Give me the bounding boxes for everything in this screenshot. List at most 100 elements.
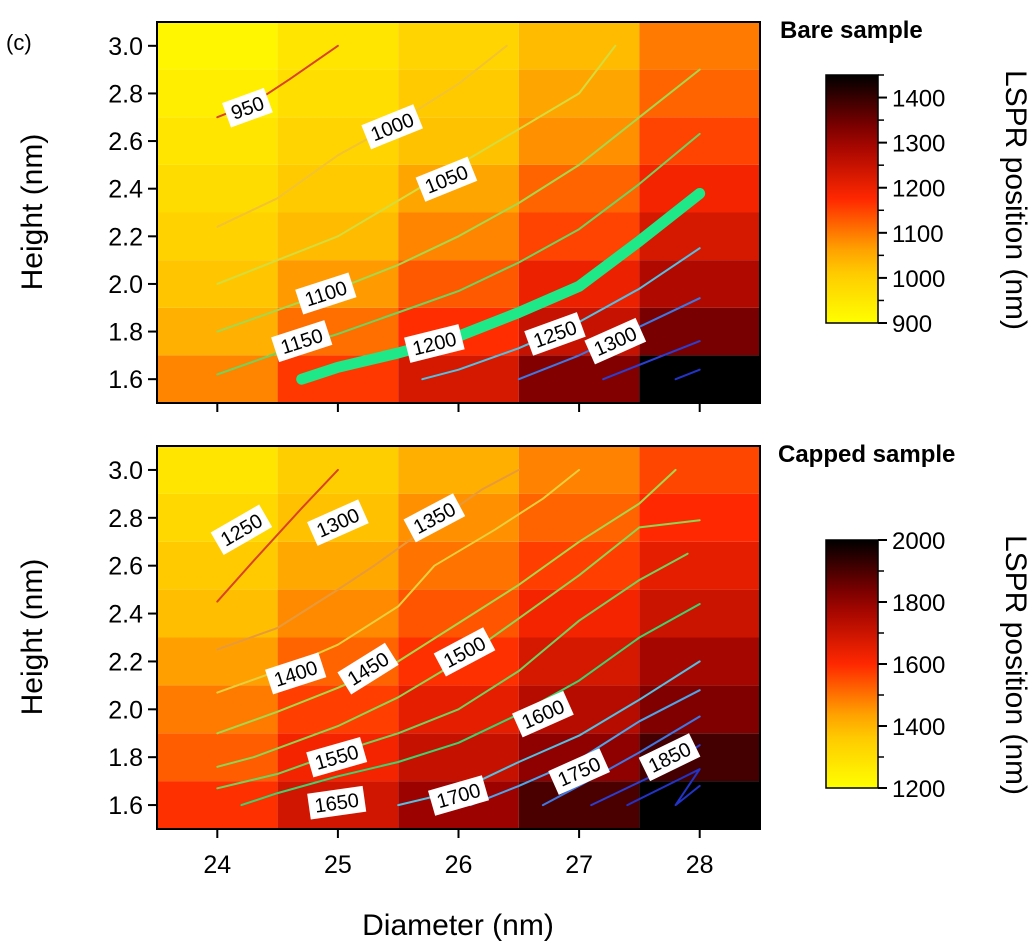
x-tick-label: 25 <box>324 851 352 879</box>
heatmap-cell <box>518 541 640 590</box>
contour-line <box>216 68 701 333</box>
contour-label: 1650 <box>307 785 367 820</box>
colorbar: 900 1000 1100 1200 1300 1400 <box>825 74 945 338</box>
heatmap-cell <box>639 117 760 165</box>
heatmap-cell <box>639 212 760 261</box>
contour-label-box <box>415 156 478 202</box>
colorbar-tick-label: 900 <box>892 311 932 338</box>
y-tick-label: 2.8 <box>108 505 143 533</box>
colorbar-tick-label: 2000 <box>892 528 945 555</box>
contour-label-box <box>271 320 333 363</box>
contour-label-box <box>512 690 574 738</box>
heatmap-cell <box>518 589 640 638</box>
heatmap-cell <box>639 307 760 356</box>
contour-label-box <box>222 87 273 128</box>
heatmap-cell <box>277 541 399 590</box>
heatmap-cell <box>639 685 760 734</box>
heatmap-cell <box>639 781 760 829</box>
heatmap-cell <box>398 733 519 782</box>
heatmap-cell <box>157 117 278 165</box>
contour-label: 1550 <box>306 736 368 778</box>
heatmap-cell <box>157 589 278 638</box>
heatmap-cell <box>639 541 760 590</box>
heatmap-cell <box>518 117 640 165</box>
heatmap-cell <box>277 164 399 213</box>
x-axis-title: Diameter (nm) <box>362 909 554 942</box>
y-tick-label: 2.2 <box>108 648 143 676</box>
contour-label-box <box>638 733 701 782</box>
panel-title: Capped sample <box>778 441 955 468</box>
contour-line <box>216 468 339 603</box>
contour-label: 1850 <box>638 733 701 782</box>
contour-label-box <box>306 736 368 778</box>
y-tick-label: 1.6 <box>108 366 143 394</box>
y-tick-label: 2.4 <box>108 601 143 629</box>
colorbar-tick-label: 1200 <box>892 176 945 203</box>
colorbar-title: LSPR position (nm) <box>999 535 1029 795</box>
heatmap-cell <box>518 355 640 403</box>
x-tick-label: 24 <box>203 851 231 879</box>
heatmap-cell <box>398 355 519 403</box>
y-tick-label: 1.8 <box>108 744 143 772</box>
heatmap-cell <box>518 22 640 70</box>
y-tick-label: 2.0 <box>108 271 143 299</box>
y-tick-label: 2.6 <box>108 553 143 581</box>
heatmap-cell <box>398 541 519 590</box>
contour-label-box <box>361 104 424 150</box>
contour-label-box <box>265 652 327 695</box>
contour-label-box <box>404 324 465 363</box>
contour-line <box>626 768 701 807</box>
y-tick-label: 2.4 <box>108 176 143 204</box>
panel-tag: (c) <box>6 30 32 55</box>
y-axis-title: Height (nm) <box>16 134 49 291</box>
contour-label-box <box>584 317 647 365</box>
contour-label-box <box>210 504 273 556</box>
panel-title: Bare sample <box>780 17 923 44</box>
contour-label-box <box>428 775 489 816</box>
heatmap-cell <box>639 589 760 638</box>
y-tick-label: 2.6 <box>108 128 143 156</box>
heatmap-cell <box>157 733 278 782</box>
contour-line <box>602 340 701 381</box>
contour-label-box <box>337 642 399 695</box>
heatmap-cell <box>639 22 760 70</box>
y-tick-label: 2.8 <box>108 80 143 108</box>
y-tick-label: 3.0 <box>108 457 143 485</box>
colorbar-title: LSPR position (nm) <box>999 70 1029 330</box>
colorbar-tick-label: 1800 <box>892 590 945 617</box>
colorbar-tick-label: 1000 <box>892 266 945 293</box>
colorbar-tick-label: 1300 <box>892 131 945 158</box>
heatmap-cell <box>639 355 760 403</box>
colorbar-bar <box>825 539 879 789</box>
contour-line <box>216 468 520 651</box>
heatmap-cell <box>398 446 519 494</box>
y-axis-title: Height (nm) <box>16 559 49 716</box>
heatmap-cell <box>157 164 278 213</box>
x-tick-label: 26 <box>445 851 473 879</box>
contour-label-box <box>403 493 466 543</box>
colorbar-tick-label: 1200 <box>892 776 945 803</box>
heatmap-cell <box>518 781 640 829</box>
heatmap-cell <box>518 493 640 542</box>
y-tick-label: 2.0 <box>108 696 143 724</box>
contour-label-box <box>524 312 586 356</box>
y-tick-label: 3.0 <box>108 33 143 61</box>
colorbar-tick-label: 1400 <box>892 86 945 113</box>
contour-label-box <box>307 785 367 820</box>
contour-line <box>240 603 701 807</box>
x-tick-label: 27 <box>565 851 593 879</box>
y-tick-label: 1.8 <box>108 319 143 347</box>
heatmap-cell <box>639 260 760 308</box>
contour-label-box <box>433 627 496 677</box>
heatmap-cell <box>157 446 278 494</box>
contour-line <box>216 468 677 735</box>
y-tick-label: 2.2 <box>108 223 143 251</box>
heatmap-cell <box>157 355 278 403</box>
contour-line <box>296 188 706 385</box>
colorbar-tick-label: 1100 <box>892 221 944 248</box>
heatmap-cell <box>157 22 278 70</box>
contour-label-box <box>295 272 357 315</box>
x-tick-label: 28 <box>686 851 714 879</box>
